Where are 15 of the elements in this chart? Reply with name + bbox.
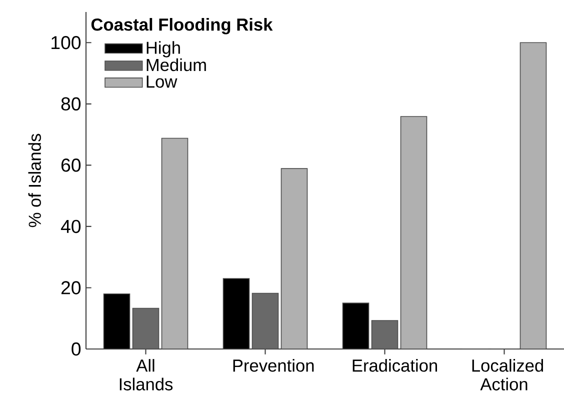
legend-label: Medium	[146, 58, 206, 72]
y-axis-title: % of Islands	[28, 134, 41, 228]
y-tick-label: 0	[72, 342, 81, 356]
y-tick-label: 80	[61, 97, 81, 111]
y-tick-label: 100	[52, 36, 81, 50]
legend-title: Coastal Flooding Risk	[91, 18, 273, 34]
legend-label: Low	[146, 76, 178, 88]
y-tick-label: 40	[60, 220, 81, 234]
legend-label: High	[146, 41, 180, 58]
x-tick-label: Prevention	[233, 359, 314, 372]
y-tick-label: 60	[61, 158, 81, 172]
x-tick-label: Eradication	[352, 359, 437, 372]
x-tick-label: All Islands	[120, 359, 173, 390]
x-tick-label: Localized Action	[472, 359, 544, 390]
y-tick-label: 20	[61, 281, 81, 294]
